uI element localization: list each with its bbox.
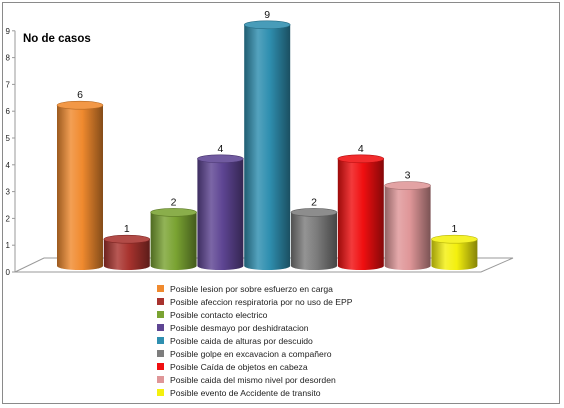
bar-body bbox=[244, 24, 291, 270]
bar-top bbox=[337, 154, 385, 164]
bar-top bbox=[243, 20, 291, 30]
bar-body bbox=[431, 239, 478, 270]
bar-2 bbox=[103, 234, 151, 270]
bar-top bbox=[56, 100, 104, 110]
bar-7 bbox=[337, 154, 385, 270]
legend-swatch bbox=[157, 324, 164, 331]
bar-6 bbox=[290, 208, 338, 270]
legend-item: Posible contacto electrico bbox=[157, 308, 267, 321]
legend-label: Posible caida de alturas por descuido bbox=[170, 335, 313, 346]
legend-label: Posible contacto electrico bbox=[170, 309, 268, 320]
legend-label: Posible Caída de objetos en cabeza bbox=[170, 361, 308, 372]
bar-body bbox=[150, 212, 197, 270]
bar-body bbox=[337, 158, 384, 270]
legend-item: Posible lesion por sobre esfuerzo en car… bbox=[157, 282, 333, 295]
bar-5 bbox=[243, 20, 291, 270]
y-axis-title: No de casos bbox=[23, 33, 91, 45]
legend-label: Posible caida del mismo nivel por desord… bbox=[170, 374, 336, 385]
bar-3 bbox=[150, 208, 197, 270]
y-tick-label: 2 bbox=[6, 214, 11, 223]
legend-label: Posible afeccion respiratoria por no uso… bbox=[170, 296, 353, 307]
y-tick-label: 0 bbox=[6, 268, 11, 277]
legend-item: Posible afeccion respiratoria por no uso… bbox=[157, 295, 352, 308]
bar-top bbox=[290, 208, 338, 217]
bar-body bbox=[103, 239, 150, 270]
y-tick-label: 7 bbox=[6, 80, 11, 89]
bar-body bbox=[384, 185, 431, 270]
data-label: 2 bbox=[171, 196, 177, 208]
legend-swatch bbox=[157, 298, 164, 305]
bar-top bbox=[431, 234, 478, 244]
data-label: 3 bbox=[405, 170, 411, 182]
bar-4 bbox=[197, 154, 244, 270]
legend-swatch bbox=[157, 311, 164, 318]
legend-swatch bbox=[157, 389, 164, 396]
bar-top bbox=[150, 208, 197, 217]
legend-label: Posible lesion por sobre esfuerzo en car… bbox=[170, 283, 333, 294]
y-tick-label: 5 bbox=[6, 134, 11, 143]
bar-9 bbox=[431, 234, 478, 270]
legend-item: Posible Caída de objetos en cabeza bbox=[157, 360, 308, 373]
legend-item: Posible caida del mismo nivel por desord… bbox=[157, 373, 336, 386]
y-tick-label: 3 bbox=[6, 188, 11, 197]
bar-1 bbox=[56, 100, 104, 270]
data-label: 1 bbox=[124, 223, 130, 235]
legend-label: Posible evento de Accidente de transito bbox=[170, 387, 321, 398]
bar-body bbox=[57, 105, 103, 270]
y-tick-label: 1 bbox=[6, 241, 11, 250]
data-label: 9 bbox=[264, 9, 270, 21]
legend-label: Posible desmayo por deshidratacion bbox=[170, 322, 309, 333]
legend-item: Posible golpe en excavacion a compañero bbox=[157, 347, 331, 360]
bar-top bbox=[197, 154, 244, 164]
legend-item: Posible evento de Accidente de transito bbox=[157, 386, 321, 399]
bar-top bbox=[103, 234, 151, 244]
legend: Posible lesion por sobre esfuerzo en car… bbox=[153, 279, 515, 401]
legend-swatch bbox=[157, 337, 164, 344]
bar-body bbox=[291, 212, 337, 270]
legend-swatch bbox=[157, 350, 164, 357]
data-label: 6 bbox=[77, 89, 83, 101]
bar-body bbox=[197, 158, 244, 270]
y-tick-label: 4 bbox=[6, 161, 11, 170]
data-label: 4 bbox=[217, 143, 223, 155]
bar-8 bbox=[384, 181, 431, 270]
legend-item: Posible desmayo por deshidratacion bbox=[157, 321, 309, 334]
legend-label: Posible golpe en excavacion a compañero bbox=[170, 348, 332, 359]
data-label: 4 bbox=[358, 143, 364, 155]
bar-top bbox=[384, 181, 431, 190]
y-tick-label: 8 bbox=[6, 54, 11, 63]
y-tick-label: 9 bbox=[6, 27, 11, 36]
data-label: 2 bbox=[311, 196, 317, 208]
y-tick-label: 6 bbox=[6, 107, 11, 116]
legend-item: Posible caida de alturas por descuido bbox=[157, 334, 313, 347]
legend-swatch bbox=[157, 363, 164, 370]
legend-swatch bbox=[157, 376, 164, 383]
legend-swatch bbox=[157, 285, 164, 292]
data-label: 1 bbox=[451, 223, 457, 235]
